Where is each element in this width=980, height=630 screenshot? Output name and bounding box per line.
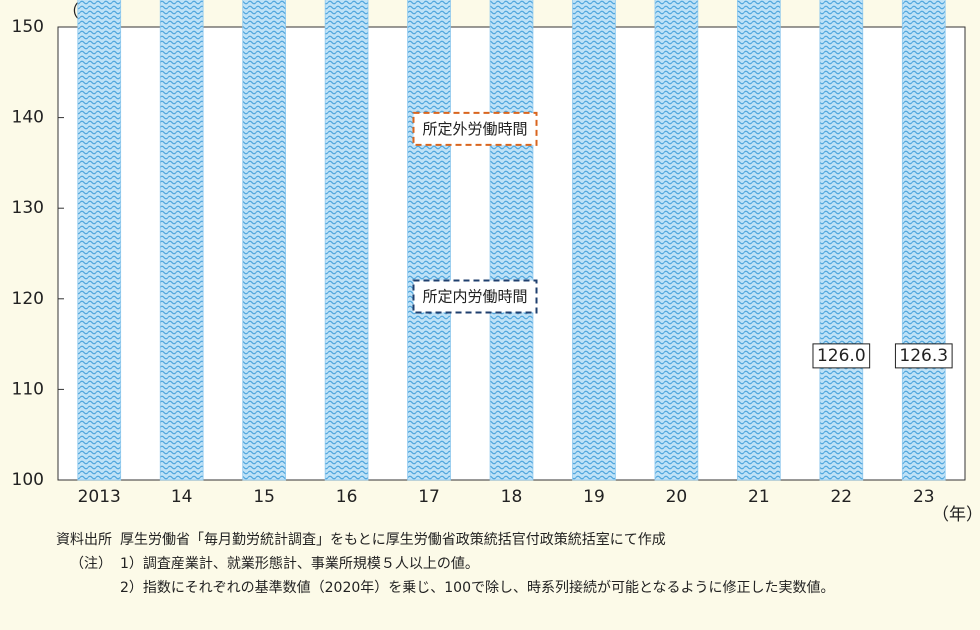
x-tick-label: 14 xyxy=(171,487,193,507)
x-tick-label: 16 xyxy=(336,487,358,507)
source: 厚生労働省「毎月勤労統計調査」をもとに厚生労働省政策統括官付政策統括室にて作成 xyxy=(120,532,666,548)
x-tick-label: 23 xyxy=(913,487,935,507)
legend-label: 所定内労働時間 xyxy=(422,287,527,305)
legend-box xyxy=(412,111,538,146)
x-axis-label: （年） xyxy=(932,505,980,525)
value-label-box xyxy=(812,343,871,369)
bar-segment xyxy=(572,0,616,481)
bar-segment xyxy=(242,0,286,481)
chart: （時間） （年） 1001101201301401502013141516171… xyxy=(12,0,980,525)
bar-segment xyxy=(407,0,451,481)
bar-segment xyxy=(737,0,781,481)
x-tick-label: 18 xyxy=(501,487,523,507)
bar-segment xyxy=(77,0,122,481)
x-tick-label: 2013 xyxy=(78,487,121,507)
x-tick-label: 21 xyxy=(748,487,770,507)
legend-label: 所定外労働時間 xyxy=(422,120,527,138)
x-tick-label: 17 xyxy=(418,487,440,507)
x-tick-label: 15 xyxy=(253,487,275,507)
bar-segment xyxy=(489,0,534,481)
y-tick-label: 110 xyxy=(12,379,44,399)
note-label: （注） xyxy=(70,556,112,572)
note: 2）指数にそれぞれの基準数値（2020年）を乗じ、100で除し、時系列接続が可能… xyxy=(120,580,835,596)
y-tick-label: 100 xyxy=(12,470,44,490)
y-tick-label: 120 xyxy=(12,289,44,309)
y-tick-label: 140 xyxy=(12,108,44,128)
value-label-box xyxy=(894,343,953,369)
x-tick-label: 19 xyxy=(583,487,605,507)
bar-segment xyxy=(654,0,699,481)
legend-box xyxy=(412,279,538,314)
value-label: 126.3 xyxy=(899,346,948,366)
x-tick-label: 20 xyxy=(666,487,688,507)
x-tick-label: 22 xyxy=(830,487,852,507)
bar-segment xyxy=(159,0,204,481)
source-label: 資料出所 xyxy=(56,532,112,548)
y-tick-label: 130 xyxy=(12,198,44,218)
note: 1）調査産業計、就業形態計、事業所規模５人以上の値。 xyxy=(120,556,479,572)
notes: 資料出所 厚生労働省「毎月勤労統計調査」をもとに厚生労働省政策統括官付政策統括室に… xyxy=(0,528,980,600)
value-label: 126.0 xyxy=(817,346,866,366)
bar-segment xyxy=(819,0,864,481)
bar-segment xyxy=(324,0,369,481)
y-tick-label: 150 xyxy=(12,17,44,37)
bar-segment xyxy=(901,0,946,481)
